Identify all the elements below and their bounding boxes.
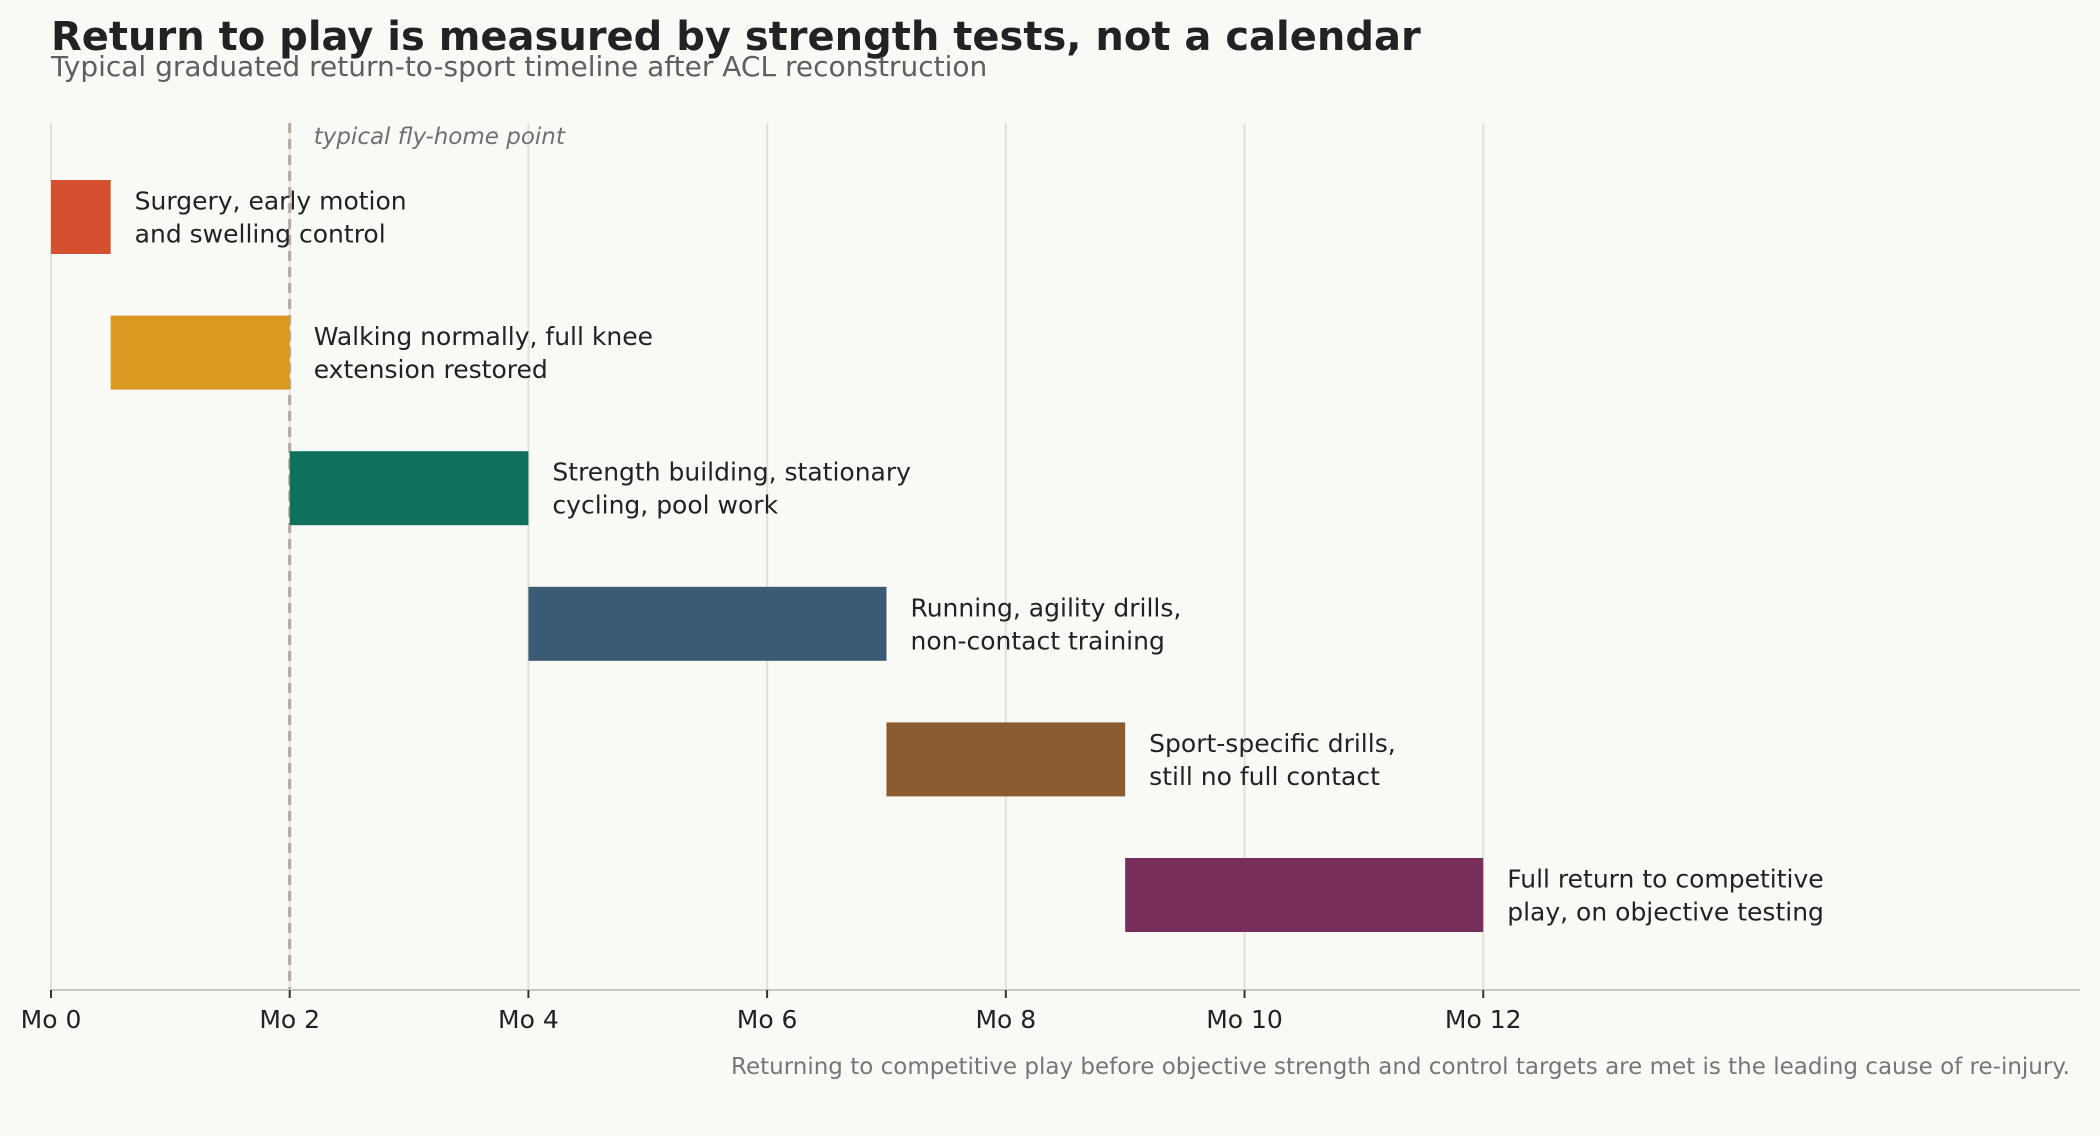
x-tick-label-2: Mo 4 [498,1005,559,1034]
phase-bar-5 [886,722,1126,797]
phase-bar-3 [289,451,529,526]
x-tick-label-4: Mo 8 [975,1005,1036,1034]
phase-label-5-line-1: Sport-specific drills, [1149,729,1396,758]
phase-bars: Surgery, early motion and swelling contro… [51,180,1824,932]
phase-label-4-line-2: non-contact training [910,626,1164,655]
chart-subtitle: Typical graduated return-to-sport timeli… [50,50,987,83]
phase-label-3-line-1: Strength building, stationary [552,458,911,487]
x-axis: Mo 0 Mo 2 Mo 4 Mo 6 Mo 8 Mo 10 Mo 12 [21,989,2080,1034]
phase-label-1-line-1: Surgery, early motion [135,187,407,216]
x-tick-label-6: Mo 12 [1445,1005,1522,1034]
reference-line-label: typical fly-home point [314,124,566,150]
phase-label-2-line-2: extension restored [314,355,548,384]
phase-label-4-line-1: Running, agility drills, [910,593,1181,622]
chart-footnote: Returning to competitive play before obj… [731,1054,2070,1080]
phase-label-1-line-2: and swelling control [135,220,386,249]
phase-bar-2 [110,315,290,390]
x-tick-label-3: Mo 6 [737,1005,798,1034]
reference-line-group: typical fly-home point [288,123,566,990]
phase-label-2-line-1: Walking normally, full knee [314,322,653,351]
phase-label-3-line-2: cycling, pool work [552,491,778,520]
phase-bar-1 [51,180,111,254]
phase-label-6-line-2: play, on objective testing [1507,898,1824,927]
chart-title: Return to play is measured by strength t… [51,14,1421,60]
phase-label-6-line-1: Full return to competitive [1507,865,1823,894]
phase-bar-6 [1125,858,1484,932]
x-tick-label-0: Mo 0 [21,1005,82,1034]
x-tick-label-5: Mo 10 [1206,1005,1283,1034]
phase-label-5-line-2: still no full contact [1149,762,1380,791]
phase-bar-4 [528,586,887,661]
x-tick-label-1: Mo 2 [259,1005,320,1034]
